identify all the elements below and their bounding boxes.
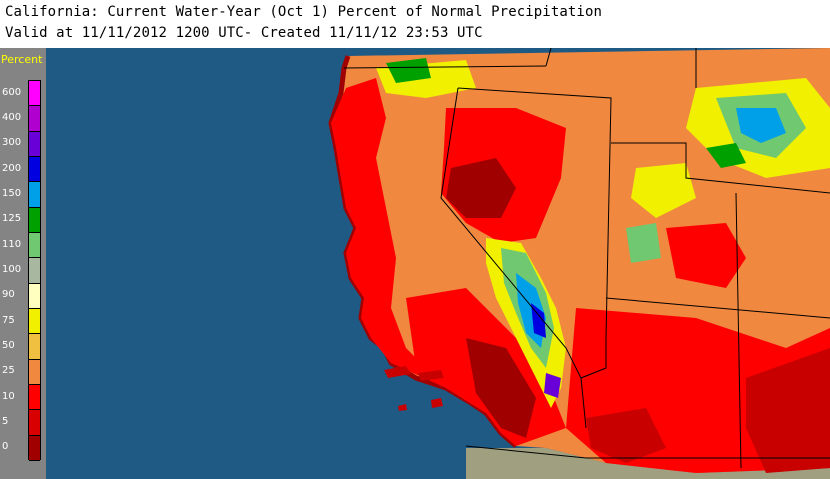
socal-extreme-dry: [466, 338, 536, 438]
legend-swatch-150: [29, 182, 40, 208]
map-title: California: Current Water-Year (Oct 1) P…: [5, 4, 603, 20]
nevada-extreme-dry: [446, 158, 516, 218]
legend-title: Percent: [1, 53, 43, 66]
legend-tick-25: 25: [2, 365, 15, 377]
sierra-extreme-wet: [531, 303, 546, 338]
legend-swatch-25: [29, 359, 40, 385]
legend-tick-75: 75: [2, 314, 15, 326]
utah-wet-zone: [626, 223, 661, 263]
state-boundaries: [343, 48, 830, 469]
legend-swatch-100: [29, 258, 40, 284]
legend-swatch-200: [29, 157, 40, 183]
island-2: [418, 370, 444, 381]
utah-dry-zone: [666, 223, 746, 288]
legend-tick-0: 0: [2, 441, 9, 453]
nv-border-east: [457, 87, 612, 339]
utah-normal-zone: [631, 163, 696, 218]
legend-swatch-300: [29, 131, 40, 157]
arizona-very-dry: [746, 348, 830, 473]
ut-az-border: [605, 297, 830, 319]
coastal-dry-zone: [331, 78, 516, 446]
island-3: [431, 398, 443, 408]
legend: Percent 600 400 300 200 150 125 110 100 90 75 50 25…: [0, 48, 46, 479]
legend-tick-50: 50: [2, 340, 15, 351]
ut-co-border: [735, 192, 742, 469]
legend-swatch-125: [29, 207, 40, 233]
legend-tick-200: 200: [2, 162, 22, 174]
legend-tick-5: 5: [2, 416, 9, 427]
legend-swatch-110: [29, 233, 40, 259]
legend-swatch-90: [29, 283, 40, 309]
legend-tick-600: 600: [2, 86, 22, 98]
legend-swatch-5: [29, 410, 40, 436]
ut-wy-border: [611, 142, 830, 194]
legend-swatch-400: [29, 106, 40, 132]
mexico-land: [466, 448, 830, 479]
north-wet-zone: [386, 58, 431, 83]
border-very-dry: [586, 408, 666, 463]
legend-swatch-0: [29, 435, 40, 461]
ca-nv-border: [440, 87, 582, 379]
legend-swatch-50: [29, 334, 40, 360]
legend-tick-300: 300: [2, 137, 22, 149]
nv-az-border: [580, 338, 607, 429]
or-id-border: [545, 48, 552, 67]
legend-swatch-10: [29, 385, 40, 411]
island-1: [384, 366, 411, 378]
legend-swatch-75: [29, 309, 40, 335]
owens-extreme-wet: [544, 373, 561, 398]
legend-swatch-600: [29, 81, 40, 107]
map-svg: [46, 48, 830, 479]
legend-tick-125: 125: [2, 213, 22, 225]
legend-tick-10: 10: [2, 390, 15, 402]
legend-tick-90: 90: [2, 289, 15, 301]
legend-tick-150: 150: [2, 188, 22, 199]
us-mexico-border: [465, 445, 830, 459]
northeast-very-wet: [736, 108, 786, 143]
legend-tick-100: 100: [2, 264, 22, 275]
or-ca-border: [343, 65, 547, 69]
legend-tick-110: 110: [2, 238, 22, 250]
map-header: California: Current Water-Year (Oct 1) P…: [0, 0, 830, 48]
map-subtitle: Valid at 11/11/2012 1200 UTC- Created 11…: [5, 25, 483, 41]
precipitation-map: [46, 48, 830, 479]
island-4: [398, 404, 407, 411]
legend-color-bar: [28, 80, 41, 461]
idaho-wet-zone: [706, 143, 746, 168]
legend-tick-400: 400: [2, 112, 22, 123]
